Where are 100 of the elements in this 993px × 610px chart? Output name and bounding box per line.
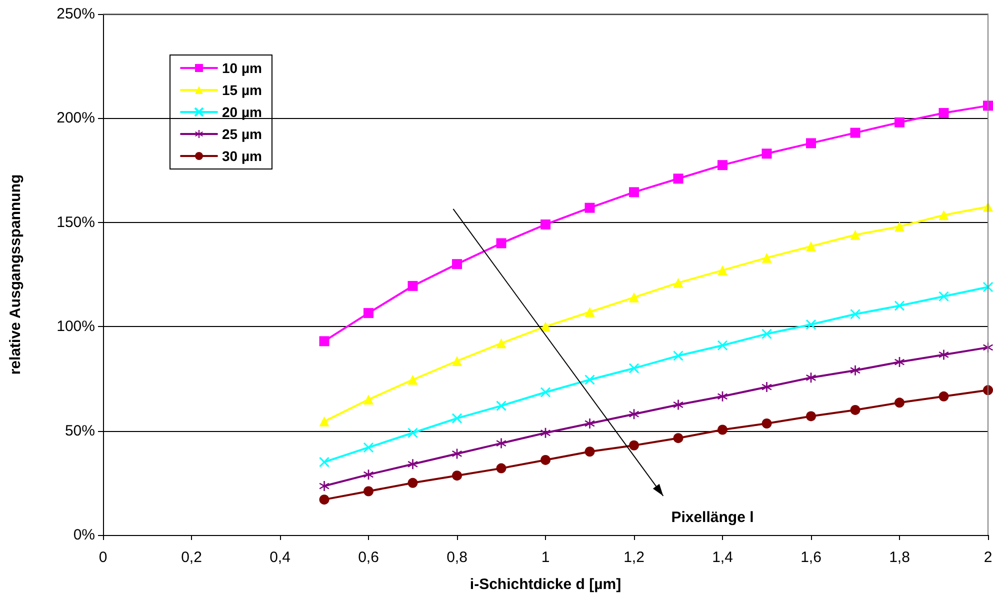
point [452, 356, 462, 366]
point [584, 374, 595, 385]
legend-label: 30 µm [222, 148, 262, 164]
point [850, 365, 860, 376]
point [673, 400, 684, 410]
point [540, 219, 550, 230]
x-tick-label: 0,8 [446, 549, 468, 566]
point [496, 338, 506, 348]
point [938, 350, 949, 360]
point [364, 470, 374, 480]
point [717, 340, 728, 351]
point [894, 398, 904, 408]
y-tick-label: 200% [56, 110, 95, 127]
point [452, 413, 462, 424]
point [718, 424, 728, 435]
point [850, 128, 860, 138]
point [319, 481, 330, 492]
point [319, 456, 330, 468]
point [806, 319, 816, 330]
point [894, 357, 904, 368]
y-tick-label: 250% [56, 6, 95, 22]
point [584, 202, 595, 213]
point [496, 438, 506, 448]
point [762, 418, 772, 429]
point [628, 363, 640, 374]
legend-label: 15 µm [222, 82, 262, 98]
x-axis-title: i-Schichtdicke d [µm] [470, 576, 622, 593]
point [806, 241, 816, 252]
point [762, 252, 772, 263]
point [673, 278, 684, 288]
point [629, 187, 639, 198]
point [540, 428, 550, 438]
point [718, 265, 728, 276]
point [894, 222, 904, 232]
point [540, 454, 550, 465]
point [673, 350, 684, 362]
point [806, 411, 816, 422]
x-tick-label: 0,2 [181, 549, 202, 566]
point [850, 230, 860, 240]
point [540, 322, 550, 332]
point [850, 308, 860, 320]
point [584, 307, 595, 318]
x-tick-label: 1,4 [712, 549, 733, 566]
annotation: Pixellänge l [671, 508, 754, 526]
point [718, 391, 728, 402]
legend-label: 20 µm [222, 104, 262, 120]
point [408, 478, 418, 488]
point [806, 372, 816, 383]
point [452, 259, 462, 270]
point [408, 280, 418, 291]
point [319, 416, 330, 426]
point [673, 433, 684, 444]
y-tick-label: 0% [73, 526, 95, 544]
point [938, 210, 949, 220]
point [363, 442, 374, 453]
point [673, 174, 684, 184]
point [762, 148, 772, 159]
point [496, 463, 506, 474]
x-tick-label: 2 [984, 549, 992, 566]
point [718, 160, 728, 170]
x-tick-label: 0,4 [270, 549, 290, 566]
point [629, 292, 639, 302]
point [364, 308, 374, 318]
x-tick-label: 1,8 [889, 549, 910, 566]
point [408, 428, 418, 438]
y-tick-label: 150% [56, 214, 95, 231]
y-axis-title: relative Ausgangsspannung [7, 174, 24, 375]
point [938, 291, 949, 302]
y-tick-label: 50% [64, 422, 95, 440]
x-tick-label: 1 [541, 549, 550, 566]
point [894, 300, 905, 312]
point [496, 238, 506, 248]
point [452, 448, 462, 459]
point [408, 374, 418, 385]
legend-label: 10 µm [222, 60, 262, 76]
point [364, 394, 374, 405]
point [452, 470, 462, 481]
legend-label: 25 µm [222, 126, 262, 142]
point [584, 418, 595, 429]
point [762, 328, 772, 340]
point [319, 494, 330, 505]
point [319, 336, 330, 346]
point [806, 138, 816, 148]
x-tick-label: 1,6 [800, 549, 822, 566]
point [938, 108, 949, 118]
point [364, 486, 374, 496]
point [894, 117, 904, 128]
point [408, 459, 418, 470]
point [496, 400, 506, 412]
point [629, 409, 639, 420]
point [850, 404, 860, 415]
point [584, 446, 595, 457]
x-tick-label: 0,6 [358, 549, 379, 566]
y-tick-label: 100% [56, 318, 95, 336]
x-tick-label: 0 [98, 549, 108, 566]
point [762, 382, 772, 392]
point [540, 386, 551, 398]
point [982, 282, 993, 292]
point [629, 440, 639, 450]
x-tick-label: 1,2 [624, 549, 644, 566]
